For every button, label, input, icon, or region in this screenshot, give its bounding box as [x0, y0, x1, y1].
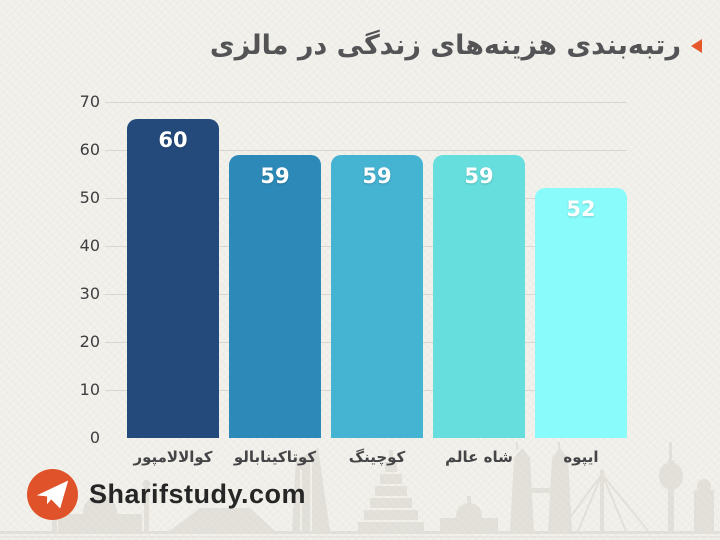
- triangle-bullet-icon: [691, 38, 702, 53]
- y-axis-tick-label: 0: [89, 428, 100, 447]
- gridline: [105, 150, 627, 151]
- brand-footer: Sharifstudy.com: [27, 469, 306, 520]
- bar: 52: [535, 188, 627, 438]
- bar-value-label: 60: [158, 127, 188, 152]
- page-title: رتبه‌بندی هزینه‌های زندگی در مالزی: [210, 30, 702, 61]
- x-axis-label: کوچینگ: [348, 448, 406, 466]
- bar-value-label: 59: [464, 163, 494, 188]
- gridline: [105, 102, 627, 103]
- bar-value-label: 59: [362, 163, 392, 188]
- paper-plane-logo-icon: [27, 469, 78, 520]
- x-axis-label: ایپوه: [563, 448, 599, 466]
- bar: 59: [229, 154, 321, 438]
- y-axis-tick-label: 30: [79, 284, 100, 303]
- y-axis-tick-label: 20: [79, 332, 100, 351]
- y-axis-tick-label: 50: [79, 188, 100, 207]
- city-skyline-watermark: [0, 442, 720, 538]
- bar-value-label: 52: [566, 197, 596, 222]
- bar-value-label: 59: [260, 163, 290, 188]
- x-axis-label: شاه عالم: [445, 448, 513, 466]
- brand-text: Sharifstudy.com: [89, 479, 307, 509]
- y-axis-tick-label: 40: [79, 236, 100, 255]
- bar: 59: [331, 154, 423, 438]
- bar: 60: [127, 118, 219, 438]
- bar: 59: [433, 154, 525, 438]
- y-axis-tick-label: 70: [79, 92, 100, 111]
- chart-title: رتبه‌بندی هزینه‌های زندگی در مالزی: [209, 30, 681, 61]
- x-axis-label: کوالالامپور: [133, 448, 213, 466]
- y-axis-tick-label: 10: [79, 380, 100, 399]
- y-axis-tick-label: 60: [79, 140, 100, 159]
- x-axis-label: کوتاکینابالو: [233, 448, 317, 466]
